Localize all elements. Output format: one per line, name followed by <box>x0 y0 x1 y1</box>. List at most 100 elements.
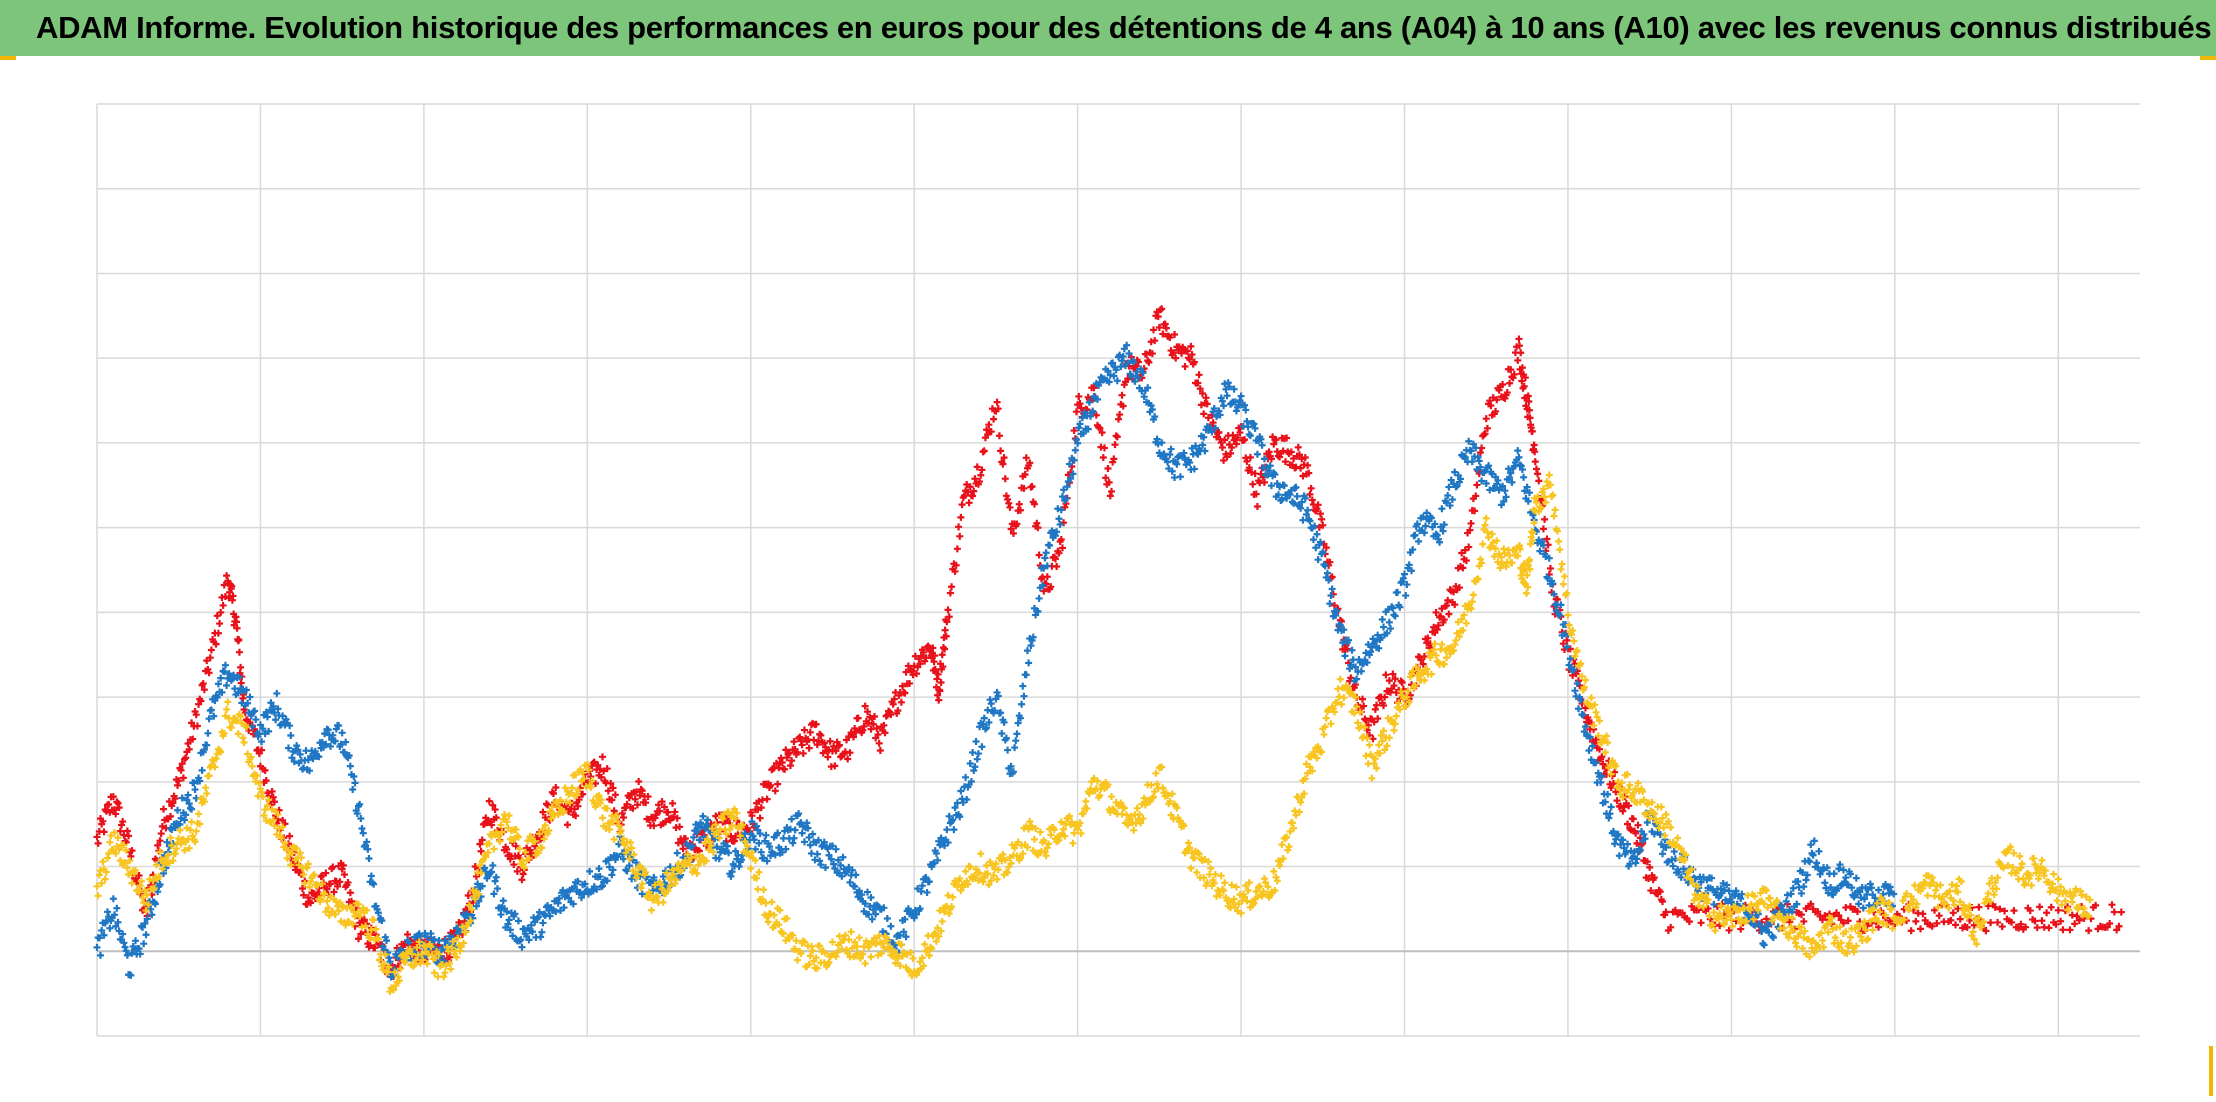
data-point <box>196 820 204 828</box>
data-point <box>1460 452 1468 460</box>
data-point <box>620 814 628 822</box>
data-point <box>775 921 783 929</box>
data-point <box>1207 864 1215 872</box>
data-point <box>1093 777 1101 785</box>
data-point <box>1422 522 1430 530</box>
data-point <box>101 875 109 883</box>
data-point <box>1432 608 1440 616</box>
data-point <box>2059 926 2067 934</box>
data-point <box>1424 634 1432 642</box>
data-point <box>1051 555 1059 563</box>
data-point <box>1290 454 1298 462</box>
data-point <box>1106 492 1114 500</box>
data-point <box>395 977 403 985</box>
data-point <box>1158 439 1166 447</box>
data-point <box>566 799 574 807</box>
data-point <box>708 825 716 833</box>
data-point <box>1711 927 1719 935</box>
data-point <box>1506 474 1514 482</box>
data-point <box>1836 923 1844 931</box>
data-point <box>1460 611 1468 619</box>
data-point <box>528 928 536 936</box>
data-point <box>1640 830 1648 838</box>
data-point <box>247 712 255 720</box>
data-point <box>1304 506 1312 514</box>
data-point <box>394 973 402 981</box>
data-point <box>1244 887 1252 895</box>
data-point <box>990 415 998 423</box>
data-point <box>1852 942 1860 950</box>
data-point <box>1333 698 1341 706</box>
data-point <box>1353 703 1361 711</box>
data-point <box>1806 953 1814 961</box>
data-point <box>1362 717 1370 725</box>
data-point <box>1327 720 1335 728</box>
data-point <box>339 903 347 911</box>
data-point <box>851 938 859 946</box>
data-point <box>1824 889 1832 897</box>
data-point <box>1117 799 1125 807</box>
data-point <box>544 902 552 910</box>
data-point <box>788 757 796 765</box>
data-point <box>1514 552 1522 560</box>
data-point <box>741 838 749 846</box>
data-point <box>214 629 222 637</box>
data-point <box>597 796 605 804</box>
data-point <box>658 798 666 806</box>
data-point <box>1525 397 1533 405</box>
data-point <box>936 687 944 695</box>
data-point <box>1364 640 1372 648</box>
data-point <box>1636 846 1644 854</box>
data-point <box>1371 637 1379 645</box>
data-point <box>1844 917 1852 925</box>
data-point <box>715 855 723 863</box>
data-point <box>383 937 391 945</box>
data-point <box>298 884 306 892</box>
data-point <box>892 941 900 949</box>
data-point <box>355 900 363 908</box>
data-point <box>1444 492 1452 500</box>
data-point <box>300 891 308 899</box>
data-point <box>239 734 247 742</box>
data-point <box>1949 896 1957 904</box>
data-point <box>169 799 177 807</box>
data-point <box>150 884 158 892</box>
data-point <box>1151 788 1159 796</box>
data-point <box>1291 807 1299 815</box>
data-point <box>1907 927 1915 935</box>
data-point <box>980 874 988 882</box>
data-point <box>848 866 856 874</box>
data-point <box>385 963 393 971</box>
data-point <box>460 939 468 947</box>
data-point <box>1007 762 1015 770</box>
data-point <box>1220 887 1228 895</box>
data-point <box>2037 862 2045 870</box>
data-point <box>1322 544 1330 552</box>
data-point <box>1677 845 1685 853</box>
data-point <box>976 869 984 877</box>
data-point <box>1232 407 1240 415</box>
data-point <box>1717 902 1725 910</box>
data-point <box>1390 682 1398 690</box>
data-point <box>2017 920 2025 928</box>
data-point <box>112 922 120 930</box>
data-point <box>969 492 977 500</box>
data-point <box>1855 900 1863 908</box>
data-point <box>1476 463 1484 471</box>
data-point <box>1403 693 1411 701</box>
data-point <box>1383 742 1391 750</box>
data-point <box>1565 621 1573 629</box>
data-point <box>1186 355 1194 363</box>
data-point <box>830 860 838 868</box>
data-point <box>1251 424 1259 432</box>
data-point <box>1076 400 1084 408</box>
data-point <box>1098 429 1106 437</box>
data-point <box>93 833 101 841</box>
data-point <box>1905 906 1913 914</box>
data-point <box>707 842 715 850</box>
data-point <box>762 899 770 907</box>
data-point <box>1143 350 1151 358</box>
data-point <box>1257 435 1265 443</box>
data-point <box>1314 501 1322 509</box>
data-point <box>2034 875 2042 883</box>
